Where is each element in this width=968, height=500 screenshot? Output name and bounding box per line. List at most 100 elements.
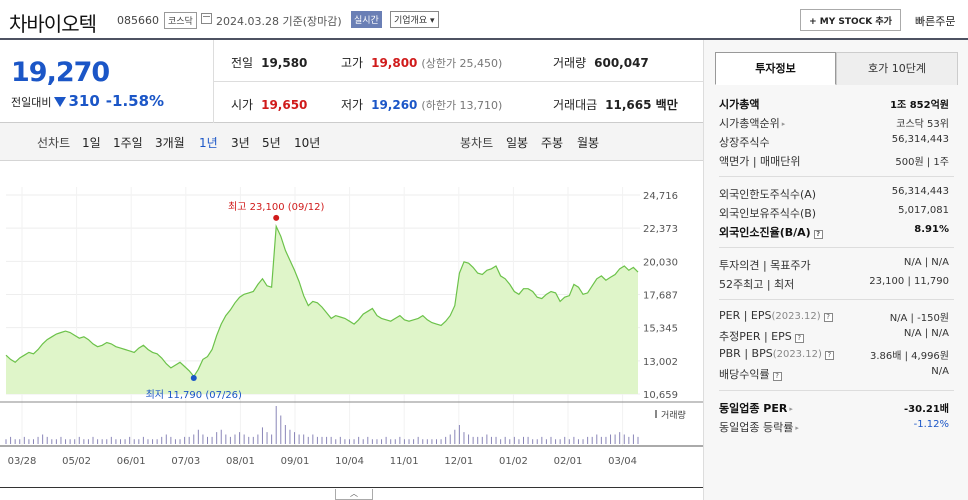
tab-1w[interactable]: 1주일 (113, 136, 143, 150)
quick-order-link[interactable]: 빠른주문 (915, 15, 956, 28)
company-overview-dropdown[interactable]: 기업개요 ▾ (390, 11, 439, 28)
volume-bar (500, 439, 502, 444)
x-tick-label: 11/01 (390, 456, 419, 467)
tab-1d[interactable]: 1일 (82, 136, 101, 150)
volume-label: 거래량 (553, 56, 587, 70)
lower-limit: (하한가 13,710) (421, 99, 503, 112)
dividend-label: 배당수익률? (719, 366, 782, 382)
open-label: 시가 (231, 98, 254, 112)
volume-bar (193, 434, 195, 444)
x-tick-label: 02/01 (554, 456, 583, 467)
amount-value: 11,665 백만 (605, 98, 678, 112)
market-cap-rank-row[interactable]: 시가총액순위 ▸ 코스닥 53위 (719, 115, 949, 133)
tab-10y[interactable]: 10년 (294, 136, 321, 150)
volume-bar (358, 436, 360, 444)
volume-bar (413, 439, 415, 444)
opinion-label: 투자의견 | 목표주가 (719, 259, 811, 272)
tab-1y[interactable]: 1년 (199, 136, 218, 150)
volume-bar (74, 439, 76, 444)
volume-bar (440, 439, 442, 444)
sector-per-row[interactable]: 동일업종 PER ▸ -30.21배 (719, 400, 949, 418)
pbr-bps-row: PBR | BPS(2023.12)? 3.86배 | 4,996원 (719, 347, 949, 365)
foreign-holding-value: 5,017,081 (898, 205, 949, 216)
info-box-icon[interactable]: ? (824, 351, 834, 360)
per-eps-row: PER | EPS(2023.12)? N/A | -150원 (719, 309, 949, 327)
panel-tabs: 투자정보 호가 10단계 (715, 52, 958, 85)
volume-bar (513, 436, 515, 444)
divider (213, 81, 703, 82)
volume-bar (426, 439, 428, 444)
y-tick-label: 10,659 (643, 390, 678, 401)
low-label: 저가 (341, 98, 364, 112)
price-chart[interactable]: 24,716 22,373 20,030 17,687 15,345 13,002 10,6… (0, 161, 703, 485)
sector-change-row[interactable]: 동일업종 등락률 ▸ -1.12% (719, 419, 949, 437)
x-tick-label: 03/28 (8, 456, 37, 467)
x-tick-label: 09/01 (281, 456, 310, 467)
info-box-icon[interactable]: ? (813, 230, 823, 239)
tab-weekly[interactable]: 주봉 (541, 136, 564, 150)
volume-bar (367, 436, 369, 444)
volume-bar (509, 439, 511, 444)
volume-bar (248, 436, 250, 444)
volume-bar (239, 432, 241, 444)
volume-bar (252, 436, 254, 444)
pbr-bps-value: 3.86배 | 4,996원 (869, 351, 949, 362)
52w-value: 23,100 | 11,790 (869, 276, 949, 287)
volume-bar (110, 436, 112, 444)
tab-5y[interactable]: 5년 (262, 136, 281, 150)
volume-bar (399, 436, 401, 444)
foreign-ratio-row: 외국인소진율(B/A)? 8.91% (719, 224, 949, 242)
tab-daily[interactable]: 일봉 (506, 136, 529, 150)
y-tick-label: 17,687 (643, 291, 678, 302)
realtime-button[interactable]: 실시간 (351, 11, 382, 28)
per-eps-value: N/A | -150원 (889, 313, 949, 324)
volume-bar (408, 439, 410, 444)
volume-bar (527, 436, 529, 444)
volume-bar (87, 439, 89, 444)
down-triangle-icon (54, 97, 67, 107)
info-box-icon[interactable]: ? (823, 313, 833, 322)
tab-hoga-10[interactable]: 호가 10단계 (836, 52, 958, 85)
volume-bar (582, 439, 584, 444)
volume-bar (394, 439, 396, 444)
52w-row: 52주최고 | 최저 23,100 | 11,790 (719, 276, 949, 294)
volume-bar (623, 434, 625, 444)
volume-bar (463, 432, 465, 444)
tab-3m[interactable]: 3개월 (155, 136, 185, 150)
tab-invest-info[interactable]: 투자정보 (715, 52, 836, 85)
volume-bar (78, 436, 80, 444)
volume-bar (106, 439, 108, 444)
foreign-ratio-text: 외국인소진율(B/A) (719, 226, 811, 239)
volume-bar (129, 436, 131, 444)
volume-bar (330, 436, 332, 444)
add-my-stock-button[interactable]: + MY STOCK 추가 (800, 9, 901, 31)
volume-bar (605, 436, 607, 444)
change-label: 전일대비 (11, 96, 52, 109)
info-box-icon[interactable]: ? (772, 372, 782, 381)
foreign-limit-value: 56,314,443 (891, 186, 949, 197)
tab-monthly[interactable]: 월봉 (577, 136, 600, 150)
volume-bar (37, 436, 39, 444)
volume-bar (619, 432, 621, 444)
x-tick-label: 05/02 (62, 456, 91, 467)
info-box-icon[interactable]: ? (794, 334, 804, 343)
volume-bar (587, 436, 589, 444)
price-summary: 19,270 전일대비 310 -1.58% 전일 19,580 고가 19,800 (상… (0, 40, 703, 123)
volume-bar (390, 439, 392, 444)
high-point (273, 214, 280, 221)
collapse-chart-button[interactable]: ︿ (335, 489, 373, 500)
volume-bar (23, 436, 25, 444)
volume-bar (637, 436, 639, 444)
est-per-label: 추정PER | EPS? (719, 328, 804, 344)
volume-bar (161, 436, 163, 444)
tab-3y[interactable]: 3년 (231, 136, 250, 150)
chevron-up-icon: ︿ (350, 489, 358, 498)
x-tick-label: 06/01 (117, 456, 146, 467)
quote-date: 2024.03.28 기준(장마감) (216, 15, 342, 28)
line-chart-heading: 선차트 (37, 136, 71, 150)
sector-change-value: -1.12% (913, 419, 949, 430)
volume-bar (381, 439, 383, 444)
open-cell: 시가 19,650 (231, 96, 307, 113)
volume-bar (65, 439, 67, 444)
dividend-row: 배당수익률? N/A (719, 366, 949, 384)
